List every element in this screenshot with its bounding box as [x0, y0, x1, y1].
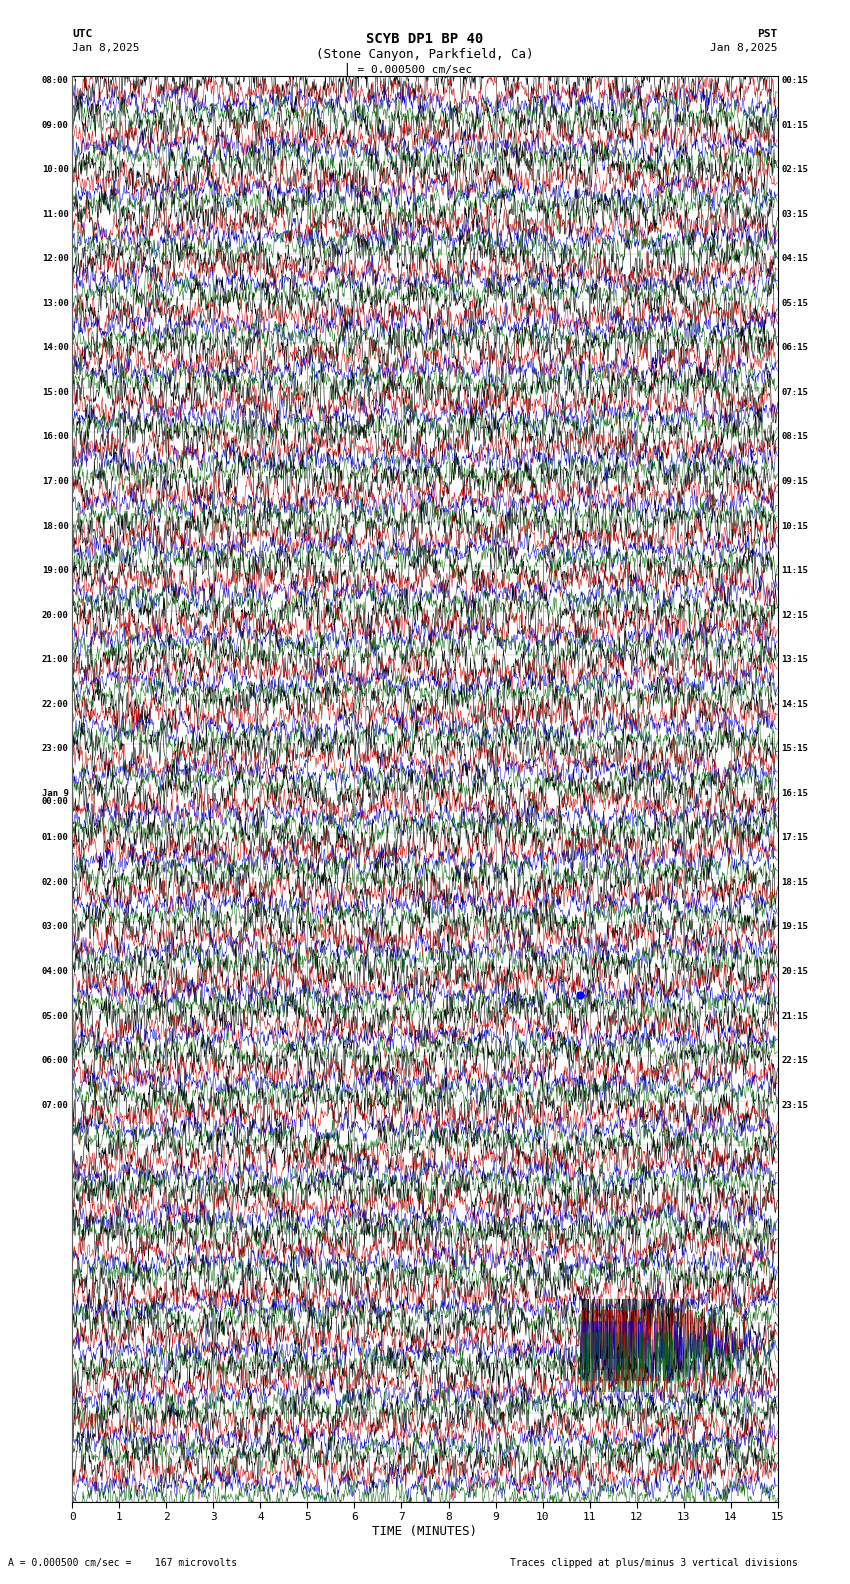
Text: 12:15: 12:15: [781, 610, 808, 619]
Text: 21:15: 21:15: [781, 1012, 808, 1020]
Text: 14:00: 14:00: [42, 344, 69, 352]
Text: Α = 0.000500 cm/sec =    167 microvolts: Α = 0.000500 cm/sec = 167 microvolts: [8, 1559, 238, 1568]
Text: PST: PST: [757, 29, 778, 38]
Text: Traces clipped at plus/minus 3 vertical divisions: Traces clipped at plus/minus 3 vertical …: [510, 1559, 798, 1568]
Text: Jan 9
00:00: Jan 9 00:00: [42, 789, 69, 806]
Text: 03:15: 03:15: [781, 209, 808, 219]
Text: 18:15: 18:15: [781, 878, 808, 887]
Text: 21:00: 21:00: [42, 656, 69, 664]
Text: 17:00: 17:00: [42, 477, 69, 486]
Text: 04:15: 04:15: [781, 255, 808, 263]
Text: 18:00: 18:00: [42, 521, 69, 531]
Text: 20:00: 20:00: [42, 610, 69, 619]
Text: 23:15: 23:15: [781, 1101, 808, 1110]
Text: 08:00: 08:00: [42, 76, 69, 86]
Text: Jan 8,2025: Jan 8,2025: [711, 43, 778, 52]
Text: 05:00: 05:00: [42, 1012, 69, 1020]
Text: Jan 8,2025: Jan 8,2025: [72, 43, 139, 52]
Text: 03:00: 03:00: [42, 922, 69, 931]
Text: 00:15: 00:15: [781, 76, 808, 86]
Text: 16:15: 16:15: [781, 789, 808, 798]
Text: 10:00: 10:00: [42, 165, 69, 174]
Text: 11:00: 11:00: [42, 209, 69, 219]
Text: 10:15: 10:15: [781, 521, 808, 531]
Text: ⎮ = 0.000500 cm/sec: ⎮ = 0.000500 cm/sec: [344, 63, 472, 76]
Text: 22:00: 22:00: [42, 700, 69, 708]
Text: 04:00: 04:00: [42, 966, 69, 976]
Text: 13:00: 13:00: [42, 299, 69, 307]
Text: 08:15: 08:15: [781, 432, 808, 442]
Text: 09:00: 09:00: [42, 120, 69, 130]
Text: 06:15: 06:15: [781, 344, 808, 352]
Text: 17:15: 17:15: [781, 833, 808, 843]
Text: SCYB DP1 BP 40: SCYB DP1 BP 40: [366, 32, 484, 46]
Text: 15:00: 15:00: [42, 388, 69, 398]
Text: 09:15: 09:15: [781, 477, 808, 486]
Text: 12:00: 12:00: [42, 255, 69, 263]
Text: 01:00: 01:00: [42, 833, 69, 843]
Text: 02:15: 02:15: [781, 165, 808, 174]
Text: 02:00: 02:00: [42, 878, 69, 887]
Text: 14:15: 14:15: [781, 700, 808, 708]
Text: 11:15: 11:15: [781, 565, 808, 575]
Text: 19:00: 19:00: [42, 565, 69, 575]
Text: 23:00: 23:00: [42, 744, 69, 754]
Text: 20:15: 20:15: [781, 966, 808, 976]
X-axis label: TIME (MINUTES): TIME (MINUTES): [372, 1525, 478, 1538]
Text: UTC: UTC: [72, 29, 93, 38]
Text: 07:00: 07:00: [42, 1101, 69, 1110]
Text: 01:15: 01:15: [781, 120, 808, 130]
Text: (Stone Canyon, Parkfield, Ca): (Stone Canyon, Parkfield, Ca): [316, 48, 534, 60]
Text: 05:15: 05:15: [781, 299, 808, 307]
Text: 22:15: 22:15: [781, 1057, 808, 1064]
Text: 16:00: 16:00: [42, 432, 69, 442]
Text: 13:15: 13:15: [781, 656, 808, 664]
Text: 06:00: 06:00: [42, 1057, 69, 1064]
Text: 19:15: 19:15: [781, 922, 808, 931]
Text: 07:15: 07:15: [781, 388, 808, 398]
Text: 15:15: 15:15: [781, 744, 808, 754]
